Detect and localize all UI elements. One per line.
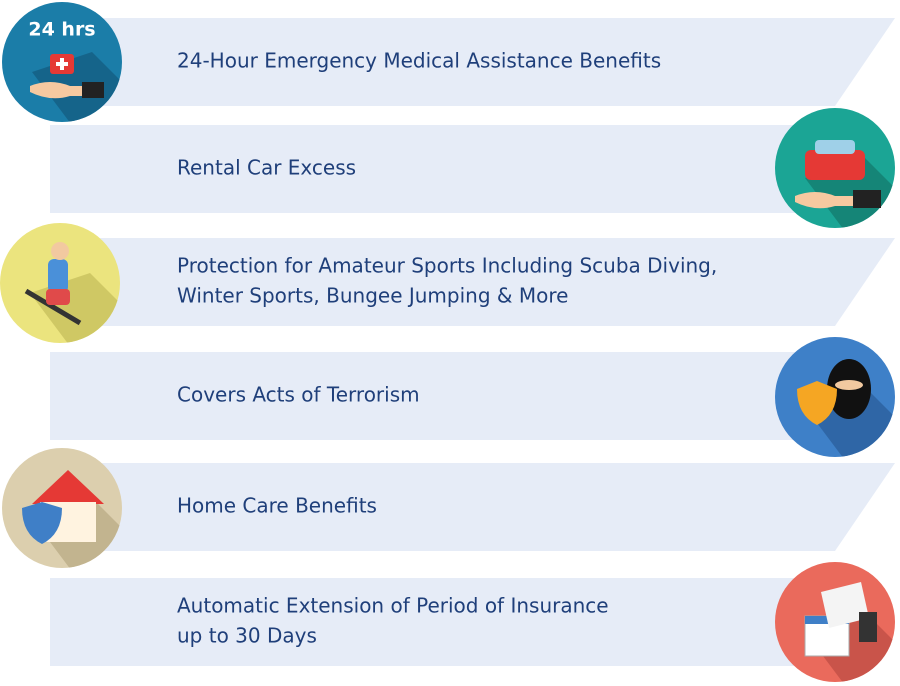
benefit-row: Rental Car Excess xyxy=(50,108,900,258)
benefit-row: Protection for Amateur Sports Including … xyxy=(0,223,895,373)
benefit-text: Protection for Amateur Sports Including … xyxy=(177,254,717,278)
benefits-list: 24 hrs 24-Hour Emergency Medical Assistan… xyxy=(0,0,900,686)
benefit-row: Home Care Benefits xyxy=(2,448,895,598)
benefit-text: Home Care Benefits xyxy=(177,494,377,518)
benefit-text: Rental Car Excess xyxy=(177,156,356,180)
rider xyxy=(48,259,68,293)
windshield xyxy=(815,140,855,154)
sleeve xyxy=(82,82,104,98)
car-body xyxy=(805,150,865,180)
banner xyxy=(50,578,860,666)
pants xyxy=(46,289,70,305)
icon-badge: 24 hrs xyxy=(28,19,95,41)
sleeve xyxy=(853,190,881,208)
benefit-text: up to 30 Days xyxy=(177,624,317,648)
head xyxy=(51,242,69,260)
benefit-text: Winter Sports, Bungee Jumping & More xyxy=(177,284,568,308)
benefit-text: Automatic Extension of Period of Insuran… xyxy=(177,594,609,618)
benefit-text: Covers Acts of Terrorism xyxy=(177,383,420,407)
banner xyxy=(50,125,860,213)
benefit-row: Automatic Extension of Period of Insuran… xyxy=(50,562,900,686)
benefit-text: 24-Hour Emergency Medical Assistance Ben… xyxy=(177,49,661,73)
icon xyxy=(775,562,900,686)
banner xyxy=(50,352,860,440)
cross-h xyxy=(56,62,68,66)
icon xyxy=(775,108,900,258)
eyes xyxy=(835,380,863,390)
sleeve xyxy=(859,612,877,642)
banner xyxy=(55,238,895,326)
